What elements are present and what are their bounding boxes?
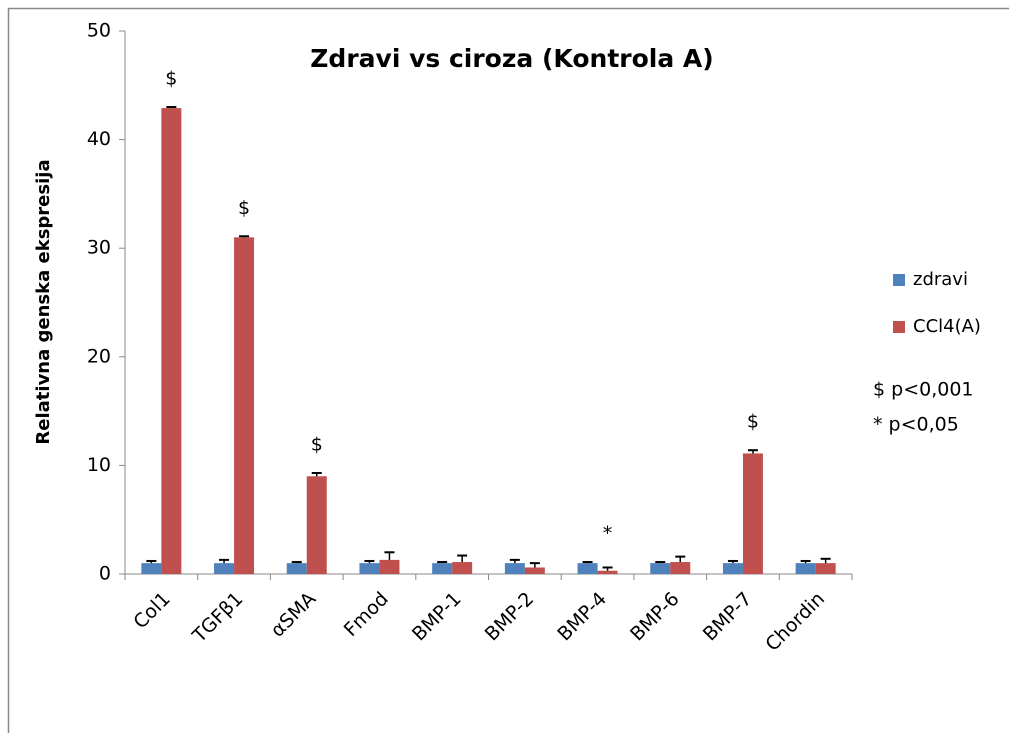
legend: zdravi CCl4(A) xyxy=(893,269,981,337)
note: $ p<0,001 xyxy=(873,379,974,401)
bar xyxy=(161,108,182,574)
bar xyxy=(650,563,671,574)
y-tick-label: 20 xyxy=(87,345,111,367)
bar xyxy=(141,563,162,574)
bar xyxy=(670,562,691,574)
annotation: $ xyxy=(165,68,177,90)
bar xyxy=(504,563,525,574)
legend-swatch xyxy=(893,274,905,286)
x-tick-label: Fmod xyxy=(340,588,393,641)
bar xyxy=(577,563,598,574)
legend-label: zdravi xyxy=(913,269,968,290)
bar xyxy=(795,563,816,574)
bar xyxy=(524,567,545,574)
bar xyxy=(286,563,307,574)
bar xyxy=(359,563,380,574)
x-tick-label: αSMA xyxy=(266,588,320,642)
y-tick-label: 0 xyxy=(99,563,111,585)
y-tick-label: 10 xyxy=(87,454,111,476)
chart-title: Zdravi vs ciroza (Kontrola A) xyxy=(310,44,713,73)
x-tick-label: BMP-4 xyxy=(553,588,611,646)
x-tick-label: Chordin xyxy=(761,588,829,656)
y-tick-label: 30 xyxy=(87,237,111,259)
y-tick-label: 50 xyxy=(87,20,111,42)
legend-swatch xyxy=(893,321,905,333)
annotation: $ xyxy=(311,434,323,456)
bar xyxy=(214,563,235,574)
y-tick-label: 40 xyxy=(87,128,111,150)
bar xyxy=(722,563,743,574)
x-tick-label: TGFβ1 xyxy=(188,588,248,648)
y-axis-label: Relativna genska ekspresija xyxy=(33,159,54,444)
annotation: * xyxy=(603,523,613,545)
note: * p<0,05 xyxy=(873,414,959,436)
annotation: $ xyxy=(238,197,250,219)
legend-label: CCl4(A) xyxy=(913,316,981,337)
bar xyxy=(379,559,400,574)
annotation: $ xyxy=(747,411,759,433)
chart-border xyxy=(7,7,1009,733)
bar xyxy=(742,453,763,574)
x-tick-label: BMP-6 xyxy=(626,588,684,646)
x-tick-label: BMP-2 xyxy=(481,588,539,646)
x-tick-label: Col1 xyxy=(129,588,174,633)
bar xyxy=(432,563,453,574)
x-tick-label: BMP-7 xyxy=(699,588,757,646)
bar xyxy=(452,562,473,574)
bar xyxy=(815,563,836,574)
x-tick-label: BMP-1 xyxy=(408,588,466,646)
bar xyxy=(234,237,255,574)
bar xyxy=(597,570,618,574)
bar xyxy=(306,476,327,574)
